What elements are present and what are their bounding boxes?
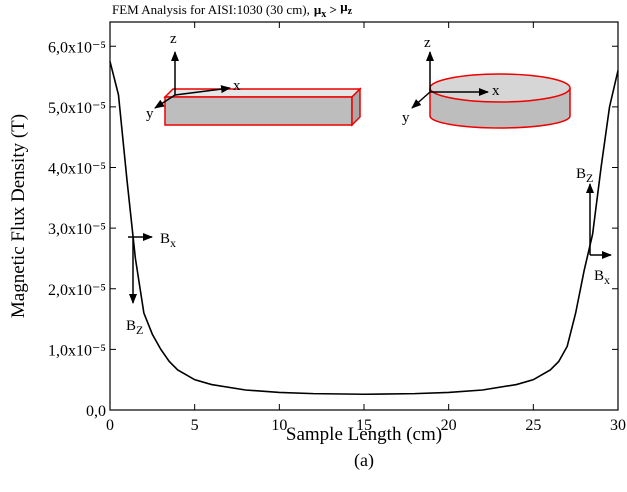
x-tick-label: 15 — [356, 417, 372, 434]
y-axis-label: Magnetic Flux Density (T) — [8, 114, 29, 318]
title-condition: x — [321, 9, 326, 20]
x-tick-label: 0 — [106, 417, 114, 434]
field-label-sub: Z — [586, 171, 593, 185]
y-tick-label: 5,0x10⁻⁵ — [48, 100, 106, 117]
title-condition: z — [348, 6, 353, 17]
field-label-main: B — [576, 166, 586, 182]
y-tick-label: 2,0x10⁻⁵ — [48, 282, 106, 299]
y-tick-label: 0,0 — [86, 403, 106, 420]
field-label: Bx — [594, 268, 610, 287]
title-condition: μ — [340, 0, 348, 14]
field-label-sub: x — [604, 273, 610, 287]
title-condition: > — [326, 2, 340, 17]
bar-sample — [163, 87, 362, 127]
chart-title: FEM Analysis for AISI:1030 (30 cm), μx > … — [112, 0, 353, 20]
field-label-main: B — [126, 318, 136, 334]
y-tick-label: 1,0x10⁻⁵ — [48, 342, 106, 359]
y-tick-label: 6,0x10⁻⁵ — [48, 39, 106, 56]
field-label-sub: x — [170, 236, 176, 250]
inset-axis-label: x — [233, 78, 241, 94]
x-tick-label: 30 — [610, 417, 626, 434]
data-line — [109, 61, 619, 396]
x-tick-label: 20 — [441, 417, 457, 434]
inset-axis-label: z — [170, 31, 177, 47]
x-tick-label: 10 — [271, 417, 287, 434]
field-label: BZ — [576, 166, 593, 185]
inset-axis-label: x — [492, 83, 500, 99]
field-label: Bx — [160, 231, 176, 250]
field-label: BZ — [126, 318, 143, 337]
title-condition: μ — [314, 2, 322, 17]
inset-axis-label: y — [146, 106, 154, 122]
field-label-main: B — [160, 231, 170, 247]
field-label-main: B — [594, 268, 604, 284]
field-label-sub: Z — [136, 323, 143, 337]
inset-axis-label: y — [402, 110, 410, 126]
y-tick-label: 4,0x10⁻⁵ — [48, 161, 106, 178]
x-axis-label: Sample Length (cm) — [286, 424, 442, 445]
x-tick-label: 5 — [191, 417, 199, 434]
x-tick-label: 25 — [525, 417, 541, 434]
disk-sample — [429, 73, 571, 129]
inset-axis-label: z — [424, 35, 431, 51]
caption: (a) — [354, 450, 374, 471]
y-tick-label: 3,0x10⁻⁵ — [48, 221, 106, 238]
title-text: FEM Analysis for AISI:1030 (30 cm), — [112, 2, 310, 17]
